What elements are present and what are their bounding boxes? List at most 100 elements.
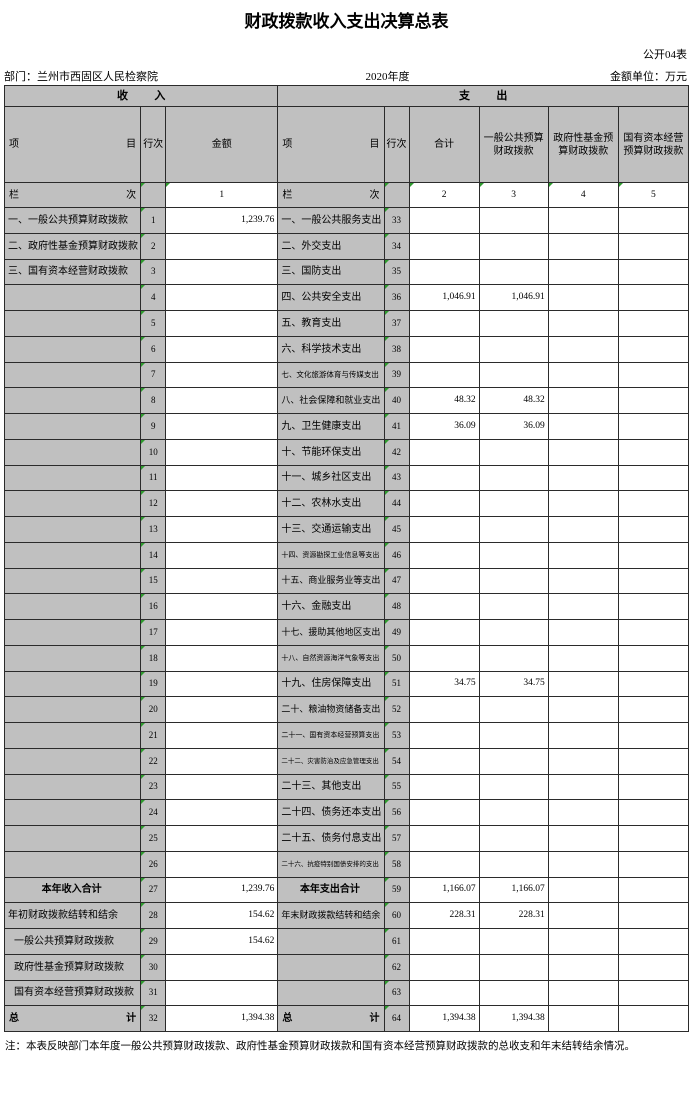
income-amount-cell: [165, 335, 279, 363]
income-line-cell: 32: [140, 1005, 167, 1032]
expense-general-cell: [478, 258, 549, 286]
expense-statecap-cell: [617, 902, 690, 929]
expense-line-cell: 60: [383, 902, 410, 929]
expense-general-cell: [478, 747, 549, 775]
income-line-cell: 29: [140, 928, 167, 955]
income-line-cell: 23: [140, 773, 167, 801]
expense-item-cell: 十、节能环保支出: [277, 438, 385, 466]
income-item-cell: [3, 593, 142, 620]
table-row: 8 八、社会保障和就业支出 40 48.32 48.32: [3, 387, 690, 414]
expense-statecap-cell: [617, 207, 690, 234]
expense-index-label: 栏次: [277, 182, 385, 208]
expense-general-cell: [478, 979, 549, 1007]
expense-general-cell: 1,394.38: [478, 1005, 549, 1032]
income-item-cell: [3, 722, 142, 749]
expense-general-cell: [478, 928, 549, 955]
income-line-cell: 31: [140, 979, 167, 1007]
expense-item-cell: 十九、住房保障支出: [277, 670, 385, 698]
income-item-cell: 总计: [3, 1005, 142, 1032]
income-line-cell: 24: [140, 799, 167, 826]
expense-item-cell: 六、科学技术支出: [277, 335, 385, 363]
summary-table: 收入 支出 项目 行次 金额 项目 行次 合计 一般公共预算财政拨款 政府性基金…: [3, 85, 690, 1032]
expense-govfund-cell: [547, 335, 619, 363]
expense-general-cell: 36.09: [478, 413, 549, 440]
expense-general-cell: [478, 361, 549, 389]
expense-govfund-cell: [547, 541, 619, 569]
expense-item-cell: 十八、自然资源海洋气象等支出: [277, 644, 385, 672]
expense-statecap-cell: [617, 335, 690, 363]
expense-general-cell: [478, 644, 549, 672]
expense-item-cell: 十六、金融支出: [277, 593, 385, 620]
income-line-cell: 8: [140, 387, 167, 414]
income-item-cell: [3, 438, 142, 466]
income-amount-cell: [165, 464, 279, 492]
table-row: 14 十四、资源勘探工业信息等支出 46: [3, 541, 690, 569]
table-row: 4 四、公共安全支出 36 1,046.91 1,046.91: [3, 284, 690, 311]
expense-statecap-cell: [617, 773, 690, 801]
income-line-cell: 20: [140, 696, 167, 723]
expense-govfund-cell: [547, 979, 619, 1007]
income-amount-cell: 1,239.76: [165, 207, 279, 234]
expense-statecap-cell: [617, 284, 690, 311]
table-row: 10 十、节能环保支出 42: [3, 438, 690, 466]
table-row: 一般公共预算财政拨款 29 154.62 61: [3, 928, 690, 955]
expense-statecap-cell: [617, 670, 690, 698]
income-amount-cell: [165, 413, 279, 440]
income-item-cell: 政府性基金预算财政拨款: [3, 953, 142, 981]
expense-govfund-cell: [547, 928, 619, 955]
income-line-cell: 26: [140, 850, 167, 878]
expense-general-cell: [478, 464, 549, 492]
year-label: 2020年度: [365, 71, 410, 83]
expense-total-header: 合计: [408, 106, 480, 183]
income-amount-cell: [165, 799, 279, 826]
expense-statecap-header: 国有资本经营预算财政拨款: [617, 106, 690, 183]
income-line-cell: 28: [140, 902, 167, 929]
expense-index-5: 5: [617, 182, 690, 208]
expense-line-cell: 39: [383, 361, 410, 389]
expense-line-cell: 47: [383, 567, 410, 595]
income-amount-cell: [165, 696, 279, 723]
income-amount-cell: [165, 310, 279, 337]
expense-general-cell: [478, 335, 549, 363]
table-row: 15 十五、商业服务业等支出 47: [3, 567, 690, 595]
expense-index-4: 4: [547, 182, 619, 208]
expense-govfund-cell: [547, 361, 619, 389]
expense-govfund-cell: [547, 258, 619, 286]
table-row: 12 十二、农林水支出 44: [3, 490, 690, 517]
expense-statecap-cell: [617, 464, 690, 492]
expense-total-cell: [408, 799, 480, 826]
expense-line-cell: 45: [383, 516, 410, 543]
expense-total-cell: [408, 722, 480, 749]
income-item-cell: 二、政府性基金预算财政拨款: [3, 232, 142, 260]
expense-statecap-cell: [617, 310, 690, 337]
income-amount-cell: [165, 258, 279, 286]
expense-general-cell: [478, 541, 549, 569]
income-item-cell: 一、一般公共预算财政拨款: [3, 207, 142, 234]
income-item-cell: [3, 670, 142, 698]
income-amount-cell: [165, 747, 279, 775]
income-line-cell: 5: [140, 310, 167, 337]
expense-line-cell: 54: [383, 747, 410, 775]
expense-item-cell: 七、文化旅游体育与传媒支出: [277, 361, 385, 389]
expense-general-header: 一般公共预算财政拨款: [478, 106, 549, 183]
income-amount-cell: [165, 619, 279, 646]
expense-line-cell: 51: [383, 670, 410, 698]
expense-govfund-cell: [547, 284, 619, 311]
expense-line-cell: 58: [383, 850, 410, 878]
expense-item-cell: 十二、农林水支出: [277, 490, 385, 517]
income-line-cell: 19: [140, 670, 167, 698]
expense-line-cell: 40: [383, 387, 410, 414]
expense-statecap-cell: [617, 387, 690, 414]
department-label: 部门：兰州市西固区人民检察院: [4, 71, 158, 83]
expense-item-cell: 本年支出合计: [277, 876, 385, 904]
expense-govfund-cell: [547, 799, 619, 826]
expense-govfund-cell: [547, 696, 619, 723]
table-row: 13 十三、交通运输支出 45: [3, 516, 690, 543]
expense-statecap-cell: [617, 232, 690, 260]
expense-item-cell: 十一、城乡社区支出: [277, 464, 385, 492]
table-row: 本年收入合计 27 1,239.76 本年支出合计 59 1,166.07 1,166.07: [3, 876, 690, 904]
expense-total-cell: [408, 361, 480, 389]
expense-index-3: 3: [478, 182, 549, 208]
income-line-cell: 13: [140, 516, 167, 543]
income-item-cell: [3, 310, 142, 337]
